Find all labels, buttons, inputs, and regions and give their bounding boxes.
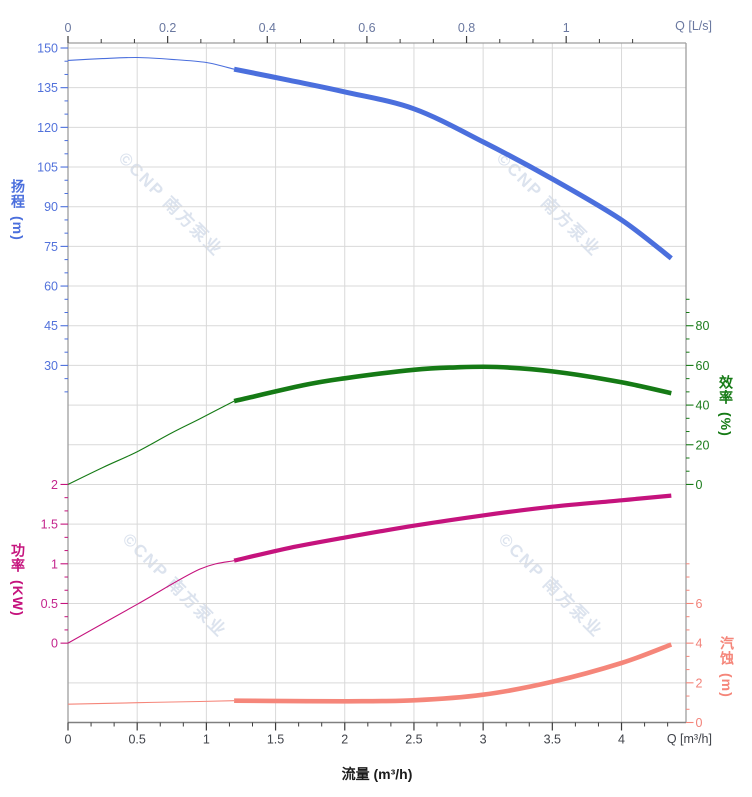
- head-axis-title: 扬程 (m): [10, 179, 26, 241]
- efficiency-curve: [67, 364, 672, 485]
- bottom-axis-tick-label: 0.5: [128, 733, 145, 747]
- power-axis-title: 功率 (KW): [10, 543, 26, 617]
- head-axis-tick-label: 150: [37, 42, 58, 56]
- power-curve-thin: [67, 560, 235, 644]
- eff-axis-tick-label: 60: [696, 359, 710, 373]
- npsh-axis-title-text: 汽蚀: [719, 636, 735, 666]
- power-axis-tick-label: 2: [51, 478, 58, 492]
- head-curve: [67, 56, 673, 261]
- head-axis: 150 135 120 105 90 75 60 45 30: [37, 42, 68, 393]
- head-axis-tick-label: 60: [44, 280, 58, 294]
- bottom-axis-tick-label: 1: [203, 733, 210, 747]
- power-axis-tick-label: 0.5: [41, 597, 58, 611]
- bottom-axis-tick-label: 3: [480, 733, 487, 747]
- head-axis-tick-label: 120: [37, 121, 58, 135]
- head-curve-thin: [67, 56, 235, 70]
- flow-axis-title: 流量 (m³/h): [341, 766, 413, 782]
- head-axis-tick-label: 75: [44, 240, 58, 254]
- eff-axis: 80 60 40 20 0: [686, 298, 710, 492]
- power-axis-tick-label: 1.5: [41, 518, 58, 532]
- top-axis-unit-label: Q [L/s]: [675, 19, 712, 33]
- top-axis-tick-label: 0.2: [159, 21, 176, 35]
- head-axis-tick-label: 45: [44, 319, 58, 333]
- npsh-curve-thin: [67, 700, 235, 705]
- efficiency-curve-thin: [67, 400, 235, 485]
- top-axis-tick-label: 0: [65, 21, 72, 35]
- power-axis-title-text: 功率: [10, 543, 26, 573]
- power-curve: [67, 493, 672, 644]
- top-axis-tick-label: 0.6: [358, 21, 375, 35]
- head-axis-tick-label: 135: [37, 81, 58, 95]
- gridlines: [68, 43, 686, 723]
- eff-axis-tick-label: 80: [696, 319, 710, 333]
- top-axis-tick-label: 1: [563, 21, 570, 35]
- bottom-axis-tick-label: 4: [618, 733, 625, 747]
- head-curve-thick: [233, 66, 673, 261]
- bottom-axis-tick-label: 1.5: [267, 733, 284, 747]
- head-axis-tick-label: 30: [44, 359, 58, 373]
- npsh-axis: 6 4 2 0: [686, 563, 703, 730]
- npsh-axis-unit: (m): [719, 673, 735, 698]
- head-axis-tick-label: 90: [44, 200, 58, 214]
- bottom-axis-tick-label: 2.5: [405, 733, 422, 747]
- bottom-axis-unit-label: Q [m³/h]: [666, 732, 712, 746]
- bottom-axis-tick-label: 2: [341, 733, 348, 747]
- eff-axis-tick-label: 0: [696, 478, 703, 492]
- axis-spines: [67, 42, 687, 724]
- efficiency-axis-title: 效率 (%): [718, 375, 734, 437]
- npsh-axis-tick-label: 6: [696, 597, 703, 611]
- bottom-axis-tick-label: 0: [65, 733, 72, 747]
- efficiency-axis-unit: (%): [718, 412, 734, 437]
- npsh-axis-tick-label: 2: [696, 676, 703, 690]
- npsh-axis-title: 汽蚀 (m): [719, 636, 735, 698]
- npsh-curve-thick: [234, 642, 673, 704]
- power-axis-tick-label: 1: [51, 557, 58, 571]
- power-axis-tick-label: 0: [51, 637, 58, 651]
- npsh-axis-tick-label: 0: [696, 716, 703, 730]
- head-axis-unit: (m): [10, 216, 26, 241]
- efficiency-axis-title-text: 效率: [718, 375, 734, 405]
- top-axis-tick-label: 0.4: [259, 21, 276, 35]
- power-axis: 2 1.5 1 0.5 0: [41, 478, 68, 651]
- efficiency-curve-thick: [233, 364, 672, 404]
- power-curve-thick: [233, 493, 672, 563]
- eff-axis-tick-label: 40: [696, 399, 710, 413]
- top-axis-tick-label: 0.8: [458, 21, 475, 35]
- eff-axis-tick-label: 20: [696, 438, 710, 452]
- head-axis-tick-label: 105: [37, 161, 58, 175]
- power-axis-unit: (KW): [10, 580, 26, 617]
- bottom-axis: 0 0.5 1 1.5 2 2.5 3 3.5 4: [65, 722, 669, 747]
- npsh-curve: [67, 642, 673, 705]
- top-axis: 0 0.2 0.4 0.6 0.8 1: [65, 21, 634, 43]
- head-axis-title-text: 扬程: [10, 179, 26, 209]
- bottom-axis-tick-label: 3.5: [544, 733, 561, 747]
- npsh-axis-tick-label: 4: [696, 637, 703, 651]
